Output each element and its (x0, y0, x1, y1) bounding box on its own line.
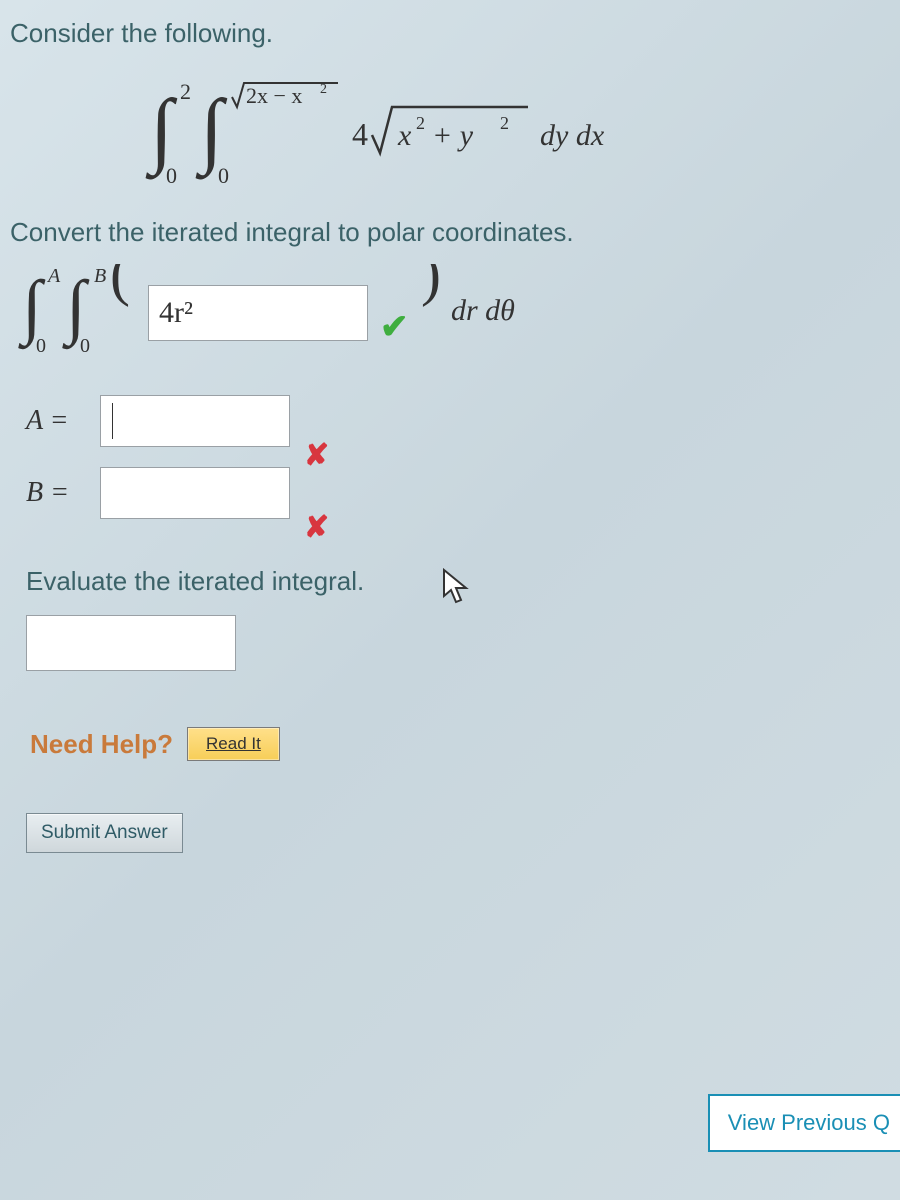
help-row: Need Help? Read It (0, 671, 900, 761)
svg-text:2: 2 (320, 82, 327, 97)
submit-answer-button[interactable]: Submit Answer (26, 813, 183, 853)
outer-low: 0 (166, 163, 177, 187)
a-input[interactable] (100, 395, 290, 447)
svg-text:0: 0 (80, 335, 90, 354)
svg-text:): ) (421, 264, 441, 307)
svg-text:A: A (46, 265, 61, 287)
question-card: Consider the following. ∫ 2 0 ∫ 0 2x − x… (0, 0, 900, 853)
instruction-consider: Consider the following. (0, 18, 900, 59)
read-it-button[interactable]: Read It (187, 727, 280, 761)
svg-text:+ y: + y (432, 119, 474, 152)
instruction-convert: Convert the iterated integral to polar c… (0, 217, 900, 264)
integrand-sqrt: x 2 + y 2 (372, 107, 528, 153)
view-previous-button[interactable]: View Previous Q (708, 1094, 900, 1152)
outer-high: 2 (180, 79, 191, 104)
integrand-input[interactable] (148, 285, 368, 341)
cartesian-integral: ∫ 2 0 ∫ 0 2x − x 2 4 x 2 + y 2 dy dx (0, 59, 900, 217)
svg-text:2: 2 (416, 113, 425, 133)
b-label: B = (26, 477, 86, 509)
polar-integral-symbols: ∫ A 0 ∫ B 0 ( (16, 264, 136, 362)
inner-high: 2x − x 2 (232, 82, 338, 108)
svg-text:0: 0 (36, 335, 46, 354)
need-help-label: Need Help? (30, 729, 173, 760)
svg-text:dr dθ: dr dθ (451, 294, 515, 327)
a-row: A = ✘ (0, 390, 900, 462)
coefficient: 4 (352, 116, 368, 152)
cross-icon: ✘ (304, 510, 329, 545)
svg-text:x: x (397, 119, 412, 152)
svg-text:B: B (94, 265, 106, 287)
check-icon: ✔ (380, 307, 409, 347)
svg-text:(: ( (110, 264, 130, 307)
submit-row: Submit Answer (0, 761, 900, 853)
differentials: dy dx (540, 119, 605, 152)
b-row: B = ✘ (0, 462, 900, 534)
b-input[interactable] (100, 467, 290, 519)
polar-closing: ) dr dθ (421, 264, 581, 362)
eval-input[interactable] (26, 615, 236, 671)
polar-integral-row: ∫ A 0 ∫ B 0 ( ✔ ) dr dθ (0, 264, 900, 390)
svg-text:2: 2 (500, 113, 509, 133)
inner-low: 0 (218, 163, 229, 187)
a-label: A = (26, 405, 86, 437)
svg-text:2x − x: 2x − x (246, 83, 302, 108)
cursor-icon (440, 568, 472, 606)
